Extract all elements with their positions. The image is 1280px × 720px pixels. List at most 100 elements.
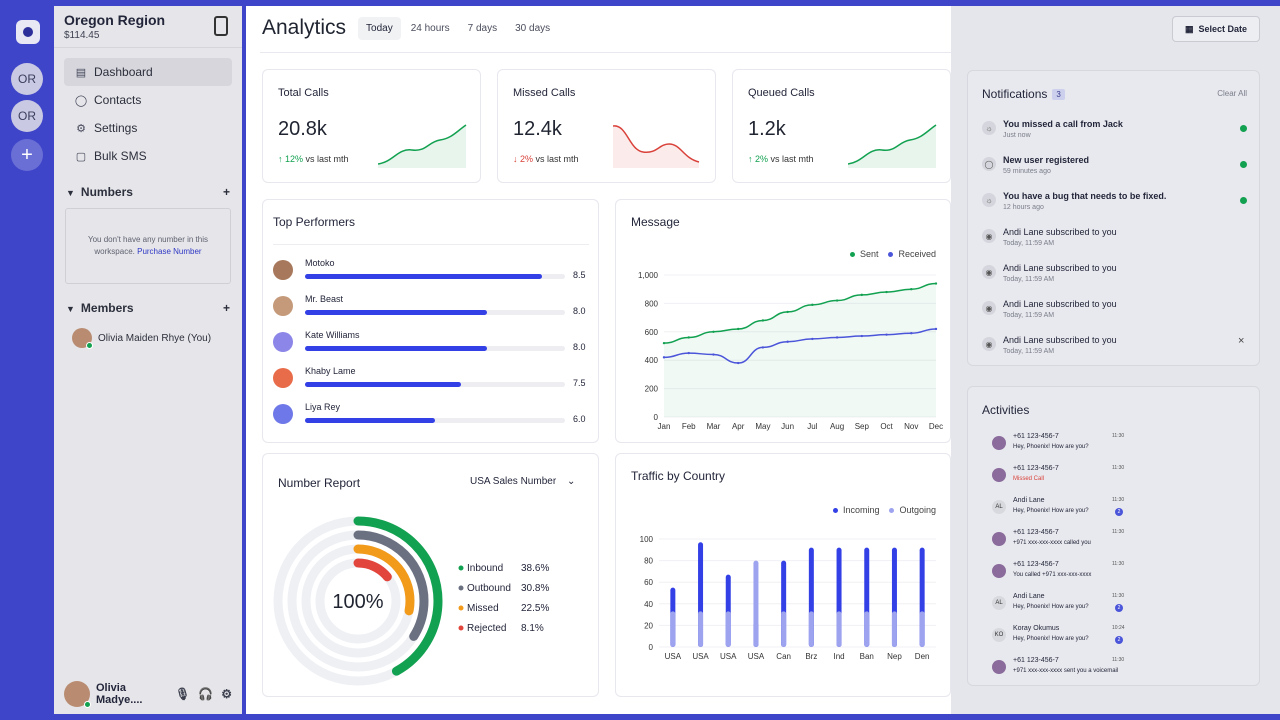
sidebar-item-contacts[interactable]: ◯ Contacts	[64, 86, 232, 114]
notification-item[interactable]: ☼ You missed a call from Jack Just now	[982, 119, 1252, 149]
member-item[interactable]: Olivia Maiden Rhye (You)	[54, 318, 242, 358]
performer-row[interactable]: Kate Williams 8.0	[273, 330, 593, 356]
number-select-dropdown[interactable]: USA Sales Number ⌄	[470, 476, 575, 487]
tab-30-days[interactable]: 30 days	[515, 22, 551, 34]
notification-item[interactable]: ◉ Andi Lane subscribed to you Today, 11:…	[982, 227, 1252, 257]
notification-item[interactable]: ☼ You have a bug that needs to be fixed.…	[982, 191, 1252, 221]
data-point-sent	[835, 299, 839, 302]
series-line-sent	[663, 282, 937, 344]
y-tick-label: 60	[644, 578, 653, 587]
bar-outgoing	[808, 611, 814, 647]
score-bar-fill	[305, 418, 435, 423]
avatar	[273, 368, 293, 388]
tab-24-hours[interactable]: 24 hours	[410, 22, 450, 34]
traffic-chart-legend: Incoming Outgoing	[823, 505, 936, 515]
y-tick-label: 40	[644, 600, 653, 609]
activity-item[interactable]: AL Andi Lane 11:30 Hey, Phoenix! How are yo…	[992, 497, 1132, 527]
notifications-count-badge: 3	[1052, 88, 1065, 100]
tab-today[interactable]: Today	[358, 16, 401, 40]
notification-item[interactable]: ◯ New user registered 59 minutes ago	[982, 155, 1252, 185]
avatar	[273, 332, 293, 352]
org-header[interactable]: Oregon Region $114.45	[54, 6, 242, 48]
org-avatar-1[interactable]: OR	[11, 63, 43, 95]
legend-dot-outgoing	[889, 507, 895, 513]
headphones-icon[interactable]: 🎧	[198, 687, 214, 701]
sidebar-item-bulk-sms[interactable]: ▢ Bulk SMS	[64, 142, 232, 170]
stat-label: Missed Calls	[513, 87, 576, 99]
activity-item[interactable]: +61 123-456-7 11:30 You called +971 xxx-xx…	[992, 561, 1132, 591]
performer-row[interactable]: Khaby Lame 7.5	[273, 366, 593, 392]
notification-item[interactable]: ◉ Andi Lane subscribed to you Today, 11:…	[982, 335, 1252, 365]
activity-item[interactable]: KO Koray Okumus 10:24 Hey, Phoenix! How are…	[992, 625, 1132, 655]
activity-item[interactable]: +61 123-456-7 11:30 Missed Call	[992, 465, 1132, 495]
y-tick-label: 800	[645, 299, 659, 308]
performer-row[interactable]: Mr. Beast 8.0	[273, 294, 593, 320]
activity-item[interactable]: +61 123-456-7 11:30 +971 xxx-xxx-xxxx call…	[992, 529, 1132, 559]
tab-7-days[interactable]: 7 days	[467, 22, 498, 34]
x-tick-label: Den	[915, 652, 930, 661]
notification-text: You have a bug that needs to be fixed.	[1003, 191, 1167, 201]
activity-item[interactable]: +61 123-456-7 11:30 +971 xxx-xxx-xxxx sent…	[992, 657, 1132, 687]
sidebar-item-settings[interactable]: ⚙ Settings	[64, 114, 232, 142]
activity-contact: Andi Lane	[1013, 593, 1045, 600]
members-title: Members	[80, 301, 134, 315]
add-number-icon[interactable]: +	[222, 185, 230, 199]
phone-icon[interactable]	[214, 16, 228, 36]
notification-item[interactable]: ◉ Andi Lane subscribed to you Today, 11:…	[982, 263, 1252, 293]
clear-all-button[interactable]: Clear All	[1217, 89, 1247, 98]
stat-change: ↓ 2% vs last mth	[513, 154, 579, 164]
x-tick-label: Dec	[929, 422, 943, 431]
microphone-icon[interactable]: 🎙	[175, 687, 191, 701]
ring-missed	[301, 544, 415, 658]
gear-icon[interactable]: ⚙	[221, 687, 232, 701]
x-tick-label: Jan	[658, 422, 671, 431]
data-point-received	[662, 356, 666, 359]
performer-row[interactable]: Liya Rey 6.0	[273, 402, 593, 428]
app-logo[interactable]	[16, 20, 40, 44]
members-section-header[interactable]: ▼ Members +	[54, 298, 242, 318]
performer-row[interactable]: Motoko 8.5	[273, 258, 593, 284]
performer-name: Motoko	[305, 258, 335, 268]
notification-time: Today, 11:59 AM	[1003, 240, 1055, 247]
activity-time: 10:24	[1112, 625, 1125, 631]
stat-card-queued-calls: Queued Calls 1.2k ↑ 2% vs last mth	[732, 69, 951, 183]
legend-dot-sent	[849, 251, 855, 257]
data-point-sent	[910, 288, 913, 291]
data-point-received	[910, 332, 913, 335]
legend-label-missed: Missed	[467, 603, 499, 614]
y-tick-label: 200	[645, 385, 659, 394]
purchase-number-link[interactable]: Purchase Number	[137, 247, 202, 256]
org-title: Oregon Region	[64, 12, 166, 28]
add-member-icon[interactable]: +	[222, 301, 230, 315]
numbers-section-header[interactable]: ▼ Numbers +	[54, 182, 242, 202]
activity-item[interactable]: AL Andi Lane 11:30 Hey, Phoenix! How are yo…	[992, 593, 1132, 623]
score-bar	[305, 382, 565, 387]
add-workspace-button[interactable]: +	[11, 139, 43, 171]
avatar	[273, 404, 293, 424]
chevron-down-icon: ⌄	[566, 476, 576, 487]
sidebar: Oregon Region $114.45 ▤ Dashboard ◯ Cont…	[54, 6, 242, 714]
notification-time: 12 hours ago	[1003, 204, 1044, 211]
x-tick-label: Sep	[855, 422, 870, 431]
calendar-icon: ▦	[1184, 23, 1194, 34]
close-icon[interactable]: ×	[1238, 335, 1245, 347]
y-tick-label: 0	[654, 413, 659, 422]
org-avatar-2[interactable]: OR	[11, 100, 43, 132]
bar-outgoing	[891, 611, 897, 647]
chevron-down-icon: ▼	[66, 188, 75, 198]
activity-contact: Andi Lane	[1013, 497, 1045, 504]
score-bar-fill	[305, 346, 487, 351]
gear-icon: ⚙	[76, 122, 86, 135]
y-tick-label: 400	[645, 356, 659, 365]
select-date-button[interactable]: ▦ Select Date	[1172, 16, 1260, 42]
avatar[interactable]	[64, 681, 91, 708]
ring-inbound	[273, 516, 443, 686]
activity-item[interactable]: +61 123-456-7 11:30 Hey, Phoenix! How are …	[992, 433, 1132, 463]
bar-outgoing	[864, 611, 870, 647]
activity-message: Hey, Phoenix! How are you?	[1013, 604, 1089, 610]
notification-item[interactable]: ◉ Andi Lane subscribed to you Today, 11:…	[982, 299, 1252, 329]
user-icon: ◯	[982, 157, 996, 171]
legend-label-rejected: Rejected	[467, 623, 506, 634]
notification-time: 59 minutes ago	[1003, 168, 1051, 175]
sidebar-item-dashboard[interactable]: ▤ Dashboard	[64, 58, 232, 86]
